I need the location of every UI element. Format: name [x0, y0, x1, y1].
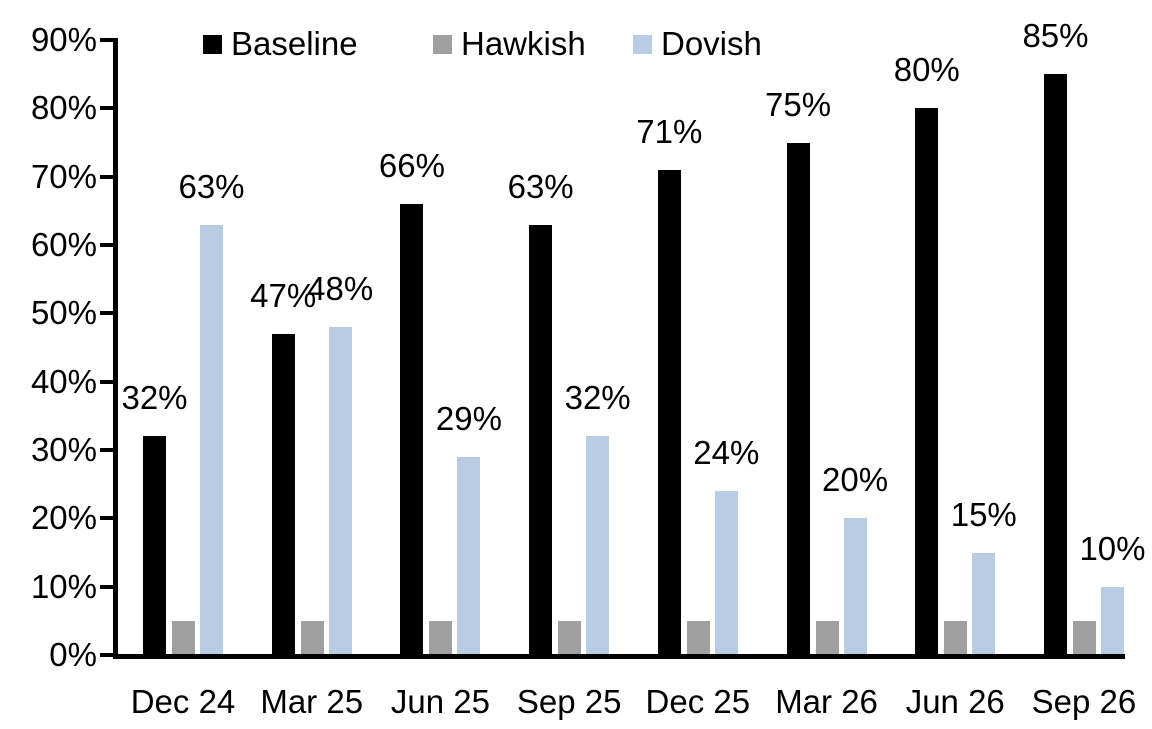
y-axis-label-50: 50%	[30, 294, 97, 332]
legend-item-baseline: Baseline	[203, 25, 358, 63]
data-label-dovish-jun-26: 15%	[950, 495, 1017, 533]
y-axis-tick-10	[100, 584, 113, 589]
bar-baseline-jun-26	[915, 108, 939, 657]
data-label-baseline-jun-25: 66%	[378, 147, 445, 184]
bar-hawkish-dec-25	[686, 620, 710, 657]
data-label-baseline-mar-25: 47%	[250, 276, 317, 314]
bar-dovish-sep-26	[1100, 586, 1124, 657]
data-label-dovish-mar-26: 20%	[822, 461, 889, 499]
y-axis-tick-90	[100, 38, 113, 42]
bar-dovish-dec-25	[714, 491, 738, 657]
bar-hawkish-mar-26	[815, 620, 839, 657]
data-label-baseline-jun-26: 80%	[893, 51, 960, 89]
bar-dovish-mar-26	[843, 518, 867, 657]
bar-dovish-jun-26	[972, 552, 996, 657]
data-label-dovish-sep-26: 10%	[1079, 529, 1146, 567]
y-axis-tick-70	[100, 174, 113, 179]
bar-hawkish-jun-25	[429, 620, 453, 657]
bar-dovish-sep-25	[586, 436, 610, 657]
legend-item-hawkish: Hawkish	[433, 25, 586, 63]
legend-item-dovish: Dovish	[633, 25, 762, 63]
bar-hawkish-dec-24	[172, 620, 195, 657]
y-axis-label-80: 80%	[30, 89, 97, 127]
data-label-baseline-sep-25: 63%	[507, 167, 574, 205]
y-axis-label-20: 20%	[30, 499, 97, 537]
legend-label-dovish: Dovish	[661, 25, 762, 62]
y-axis-label-90: 90%	[30, 21, 97, 58]
y-axis-label-30: 30%	[30, 431, 97, 468]
y-axis-label-40: 40%	[30, 362, 97, 400]
y-axis-line	[113, 38, 118, 659]
bar-hawkish-sep-25	[558, 620, 582, 657]
x-axis-label-sep-26: Sep 26	[1031, 683, 1137, 720]
data-label-dovish-dec-25: 24%	[693, 434, 760, 471]
data-label-dovish-dec-24: 63%	[178, 167, 245, 205]
x-axis-label-jun-25: Jun 25	[390, 683, 490, 720]
data-label-dovish-mar-25: 48%	[307, 270, 374, 307]
data-label-baseline-mar-26: 75%	[765, 85, 832, 123]
x-axis-label-dec-25: Dec 25	[645, 683, 751, 720]
legend-swatch-hawkish	[433, 34, 452, 54]
bar-baseline-dec-25	[657, 169, 681, 657]
bar-hawkish-sep-26	[1072, 620, 1096, 657]
y-axis-tick-40	[100, 379, 113, 384]
bar-baseline-sep-25	[529, 224, 553, 657]
x-axis-label-dec-24: Dec 24	[130, 683, 236, 720]
y-axis-label-0: 0%	[49, 636, 97, 673]
y-axis-tick-20	[100, 516, 113, 521]
bar-hawkish-jun-26	[944, 620, 968, 657]
bar-baseline-mar-25	[271, 333, 295, 657]
data-label-dovish-jun-25: 29%	[435, 399, 502, 437]
y-axis-label-60: 60%	[30, 226, 97, 263]
y-axis-tick-30	[100, 448, 113, 452]
bar-dovish-dec-24	[200, 224, 223, 657]
x-axis-label-sep-25: Sep 25	[516, 683, 622, 720]
y-axis-tick-80	[100, 106, 113, 111]
x-axis-label-jun-26: Jun 26	[905, 683, 1005, 720]
bar-baseline-mar-26	[786, 142, 810, 657]
bar-baseline-sep-26	[1043, 74, 1067, 657]
bar-hawkish-mar-25	[300, 620, 324, 657]
y-axis-label-10: 10%	[30, 567, 97, 605]
x-axis-label-mar-25: Mar 25	[260, 683, 364, 720]
data-label-baseline-dec-25: 71%	[636, 112, 703, 150]
y-axis-tick-0	[100, 653, 113, 657]
bar-dovish-jun-25	[457, 456, 481, 657]
y-axis-tick-60	[100, 243, 113, 247]
bar-baseline-jun-25	[400, 204, 424, 657]
data-label-baseline-dec-24: 32%	[121, 379, 188, 417]
y-axis-tick-50	[100, 311, 113, 316]
legend-swatch-baseline	[203, 34, 222, 54]
legend-label-baseline: Baseline	[231, 25, 358, 62]
legend-label-hawkish: Hawkish	[461, 25, 586, 62]
bar-dovish-mar-25	[328, 327, 352, 657]
data-label-dovish-sep-25: 32%	[564, 379, 631, 417]
bar-baseline-dec-24	[143, 436, 166, 657]
y-axis-label-70: 70%	[30, 157, 97, 195]
x-axis-line	[113, 654, 1125, 659]
data-label-baseline-sep-26: 85%	[1022, 17, 1089, 55]
x-axis-label-mar-26: Mar 26	[775, 683, 878, 720]
legend-swatch-dovish	[633, 34, 652, 54]
